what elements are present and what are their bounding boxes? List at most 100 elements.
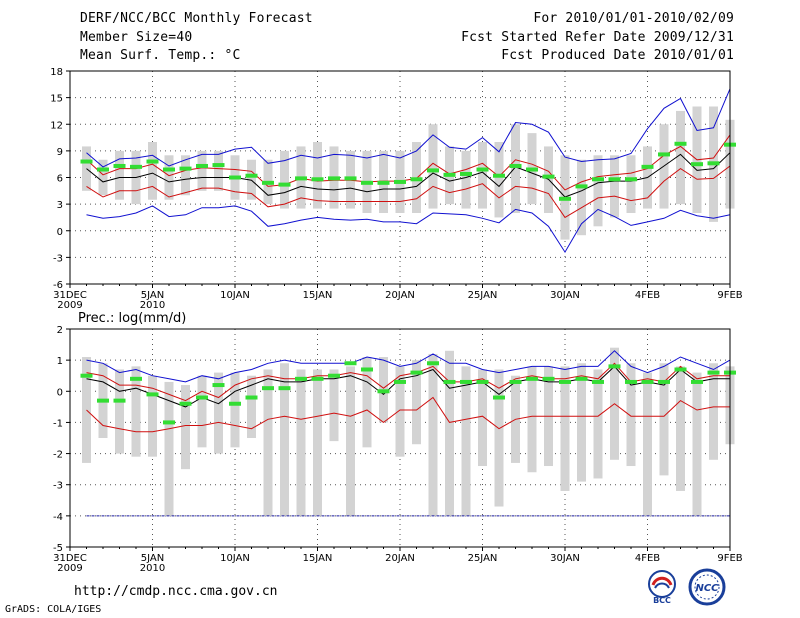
climatology-marker [559,379,571,384]
climatology-marker [328,373,340,378]
spread-box [593,369,603,479]
y-tick-label: 3 [57,200,63,211]
y-tick-label: 6 [57,174,63,185]
climatology-marker [361,367,373,372]
spread-box [478,142,487,209]
climatology-marker [674,367,687,372]
spread-box [214,372,223,454]
x-tick-label: 10JAN [220,553,250,564]
panel-title: Prec.: log(mm/d) [78,311,186,326]
climatology-marker [97,167,109,172]
spread-box [164,155,174,200]
spread-box [148,375,157,457]
y-tick-label: 15 [50,94,63,105]
spread-box [395,366,405,457]
climatology-marker [229,401,241,406]
climatology-marker [509,379,522,384]
bcc-logo-text: BCC [653,596,671,605]
climatology-marker [229,175,241,180]
y-tick-label: 0 [57,387,63,398]
spread-box [115,369,124,454]
spread-box [560,366,570,491]
climatology-marker [443,379,456,384]
climatology-marker [80,373,93,378]
climatology-marker [460,171,472,176]
x-tick-label: 4FEB [635,290,660,301]
climatology-marker [311,376,324,381]
x-tick-year: 2009 [57,300,82,311]
spread-box [247,375,256,438]
climatology-marker [443,172,456,177]
climatology-marker [146,392,159,397]
climatology-marker [493,395,505,400]
climatology-marker [196,163,208,168]
spread-box [626,155,636,213]
y-tick-label: 0 [57,227,63,238]
spread-box [197,375,207,448]
climatology-marker [526,376,538,381]
y-tick-label: 2 [57,325,63,336]
climatology-marker [691,379,703,384]
spread-box [428,353,438,516]
grads-credit: GrADS: COLA/IGES [5,604,102,615]
member-size: Member Size=40 [80,30,193,45]
climatology-marker [163,167,175,172]
climatology-marker [707,370,720,375]
x-tick-label: 25JAN [468,290,498,301]
ncc-logo-icon: NCC [688,568,726,606]
climatology-marker [608,177,621,182]
x-tick-label: 31DEC [53,553,87,564]
spread-box [643,372,652,516]
climatology-marker [377,389,390,394]
ensemble-max-line [86,88,731,168]
x-tick-label: 30JAN [550,290,580,301]
ensemble-mean-line [86,365,730,408]
spread-box [676,110,685,205]
upper-bound-line [86,134,731,191]
climatology-marker [559,196,571,201]
x-tick-label: 20JAN [385,553,415,564]
spread-box [461,150,471,209]
climatology-marker [377,180,390,185]
climatology-marker [394,179,406,184]
climatology-marker [113,163,126,168]
ensemble-mean-line [86,152,731,198]
fcst-produced-date: Fcst Produced Date 2010/01/01 [501,48,734,63]
climatology-marker [658,379,670,384]
spread-box [445,350,454,516]
climatology-marker [410,370,423,375]
source-url[interactable]: http://cmdp.ncc.cma.gov.cn [74,584,278,599]
spread-box [511,124,520,213]
spread-box [197,150,207,191]
y-tick-label: -5 [53,543,63,554]
spread-box [676,366,685,491]
spread-box [461,366,471,516]
climatology-marker [212,383,225,388]
spread-box [593,155,603,227]
y-tick-label: 18 [50,67,63,78]
y-tick-label: 9 [57,147,63,158]
x-tick-year: 2009 [57,563,82,574]
ncc-logo-text: NCC [695,583,719,594]
spread-box [313,369,322,516]
climatology-marker [179,166,192,171]
climatology-marker [295,376,307,381]
lower-bound-line [86,396,730,433]
climatology-marker [476,379,489,384]
ensemble-min-line [86,350,731,383]
x-tick-year: 2010 [140,300,165,311]
spread-box [478,369,487,467]
x-tick-label: 9FEB [717,290,742,301]
climatology-marker [707,161,720,166]
spread-box [280,150,289,209]
fcst-start-date: Fcst Started Refer Date 2009/12/31 [461,30,734,45]
bcc-logo-icon: BCC [648,570,676,605]
climatology-marker [641,164,654,169]
climatology-marker [394,379,406,384]
climatology-marker [509,163,522,168]
climatology-marker [328,176,340,181]
y-tick-label: -1 [53,418,63,429]
climatology-marker [212,163,225,168]
climatology-marker [130,164,142,169]
